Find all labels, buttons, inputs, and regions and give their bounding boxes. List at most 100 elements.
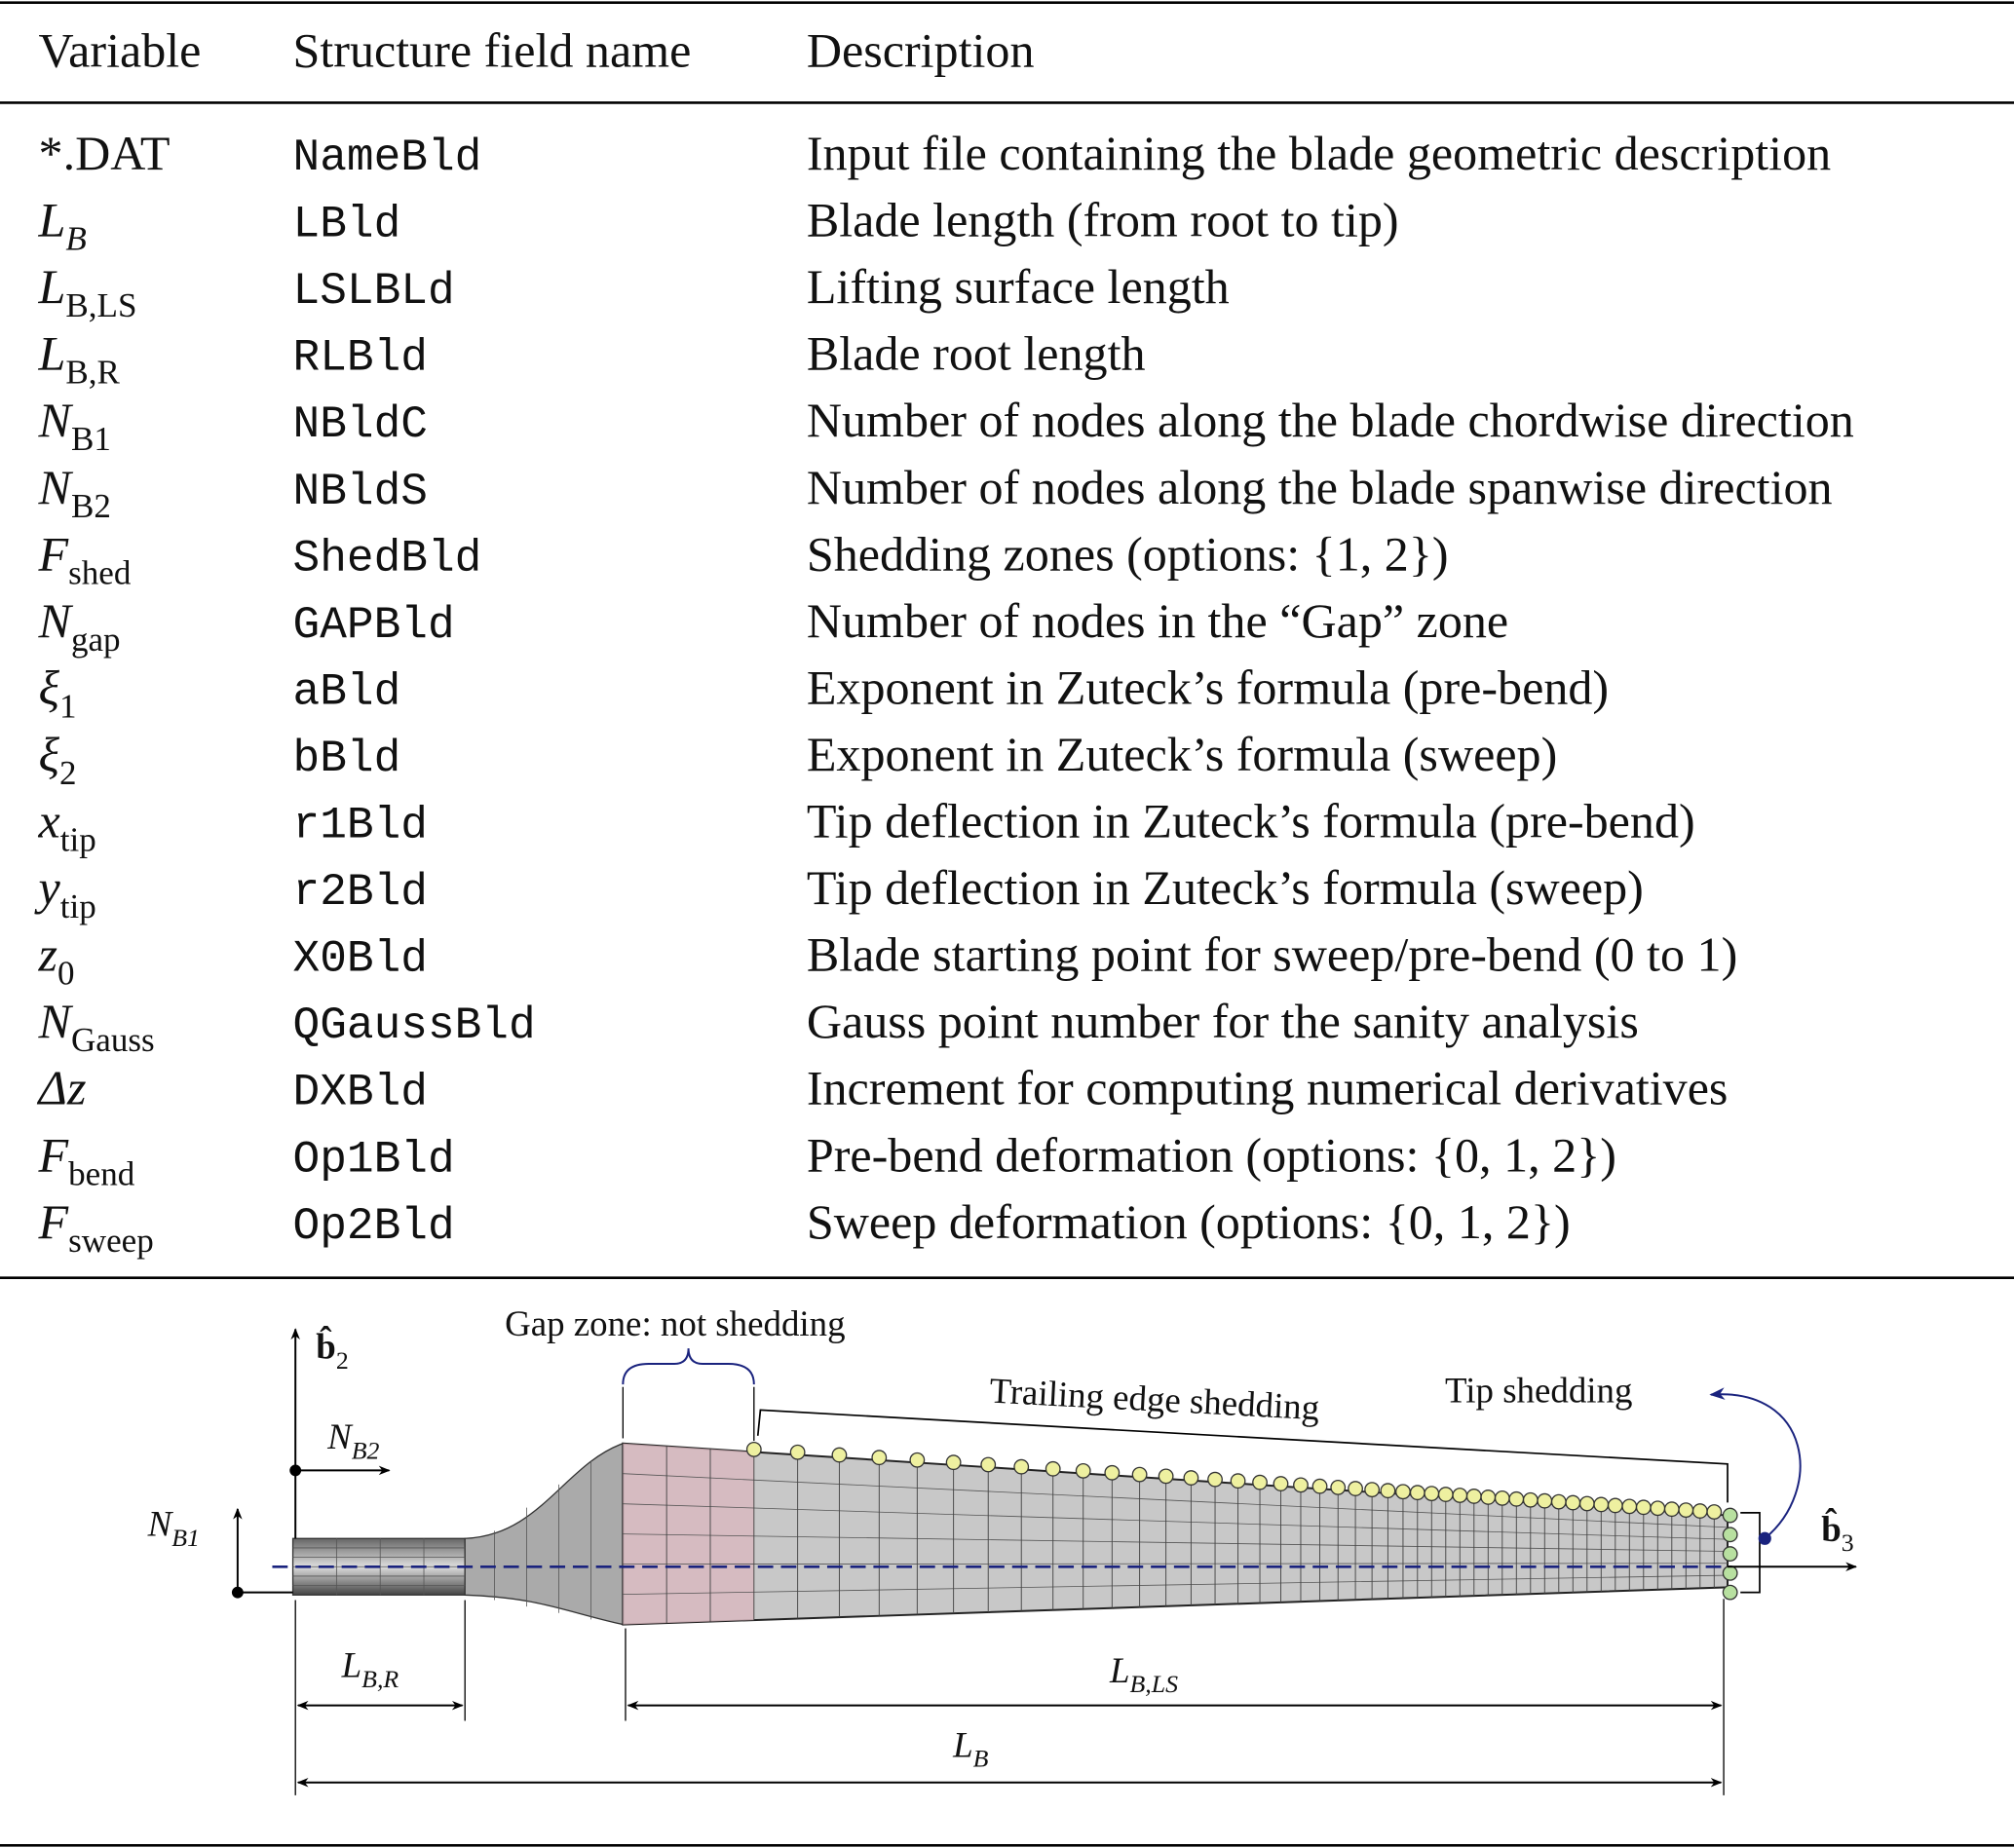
gap-zone <box>623 1443 754 1625</box>
symbol-base: F <box>38 1127 69 1182</box>
field-name: aBld <box>293 666 401 717</box>
description: Shedding zones (options: {1, 2}) <box>807 526 1449 581</box>
shedding-node <box>1364 1482 1381 1498</box>
symbol: ytip <box>34 860 96 925</box>
description: Increment for computing numerical deriva… <box>807 1061 1729 1115</box>
symbol-sub: bend <box>68 1154 135 1192</box>
tip-label: Tip shedding <box>1445 1371 1632 1411</box>
shedding-node <box>1207 1471 1223 1488</box>
symbol: LB,LS <box>38 259 137 324</box>
symbol-sub: B1 <box>71 420 111 458</box>
shedding-node <box>1522 1491 1539 1508</box>
shedding-node <box>1380 1483 1396 1499</box>
shedding-node <box>1330 1479 1347 1495</box>
field-name: Op2Bld <box>293 1201 455 1252</box>
symbol-sub: B,R <box>361 1665 399 1693</box>
description: Input file containing the blade geometri… <box>807 126 1831 180</box>
shedding-node <box>1706 1504 1723 1520</box>
description: Exponent in Zuteck’s formula (sweep) <box>807 727 1557 781</box>
shedding-node <box>1273 1476 1289 1491</box>
field-name: r2Bld <box>293 867 428 918</box>
symbol-sub: gap <box>71 621 121 659</box>
mesh-line <box>623 1503 1729 1540</box>
shedding-node <box>1537 1492 1553 1509</box>
symbol-base: N <box>38 994 74 1048</box>
symbol-base: b̂ <box>316 1326 336 1367</box>
shedding-node <box>1621 1498 1638 1515</box>
shedding-node <box>1635 1499 1652 1516</box>
shedding-node <box>1578 1495 1595 1512</box>
shedding-node <box>909 1452 926 1468</box>
description: Lifting surface length <box>807 259 1230 314</box>
shedding-node <box>1508 1490 1525 1507</box>
description: Pre-bend deformation (options: {0, 1, 2}… <box>807 1127 1616 1182</box>
symbol: *.DAT <box>39 126 171 180</box>
symbol-sub: B,R <box>65 354 120 392</box>
symbol: Fbend <box>38 1127 135 1192</box>
symbol: LB <box>952 1724 989 1772</box>
symbol-base: Δz <box>37 1061 87 1115</box>
symbol: ξ2 <box>39 727 77 792</box>
field-name: GAPBld <box>293 600 455 651</box>
symbol-sub: B2 <box>352 1436 380 1464</box>
field-name: QGaussBld <box>293 1000 536 1051</box>
shedding-node <box>1183 1470 1199 1486</box>
shedding-node <box>1663 1501 1680 1518</box>
shedding-node <box>1593 1496 1610 1513</box>
shedding-node <box>1395 1484 1411 1500</box>
symbol-sub: sweep <box>68 1222 154 1260</box>
shedding-node <box>1045 1460 1061 1477</box>
symbol-sub: 1 <box>59 687 77 725</box>
shedding-node <box>1437 1487 1454 1502</box>
symbol-sub: tip <box>60 821 96 859</box>
mesh-line <box>623 1574 1729 1596</box>
symbol-sub: B1 <box>171 1524 200 1552</box>
shedding-node <box>1311 1478 1328 1494</box>
tip-node <box>1722 1565 1738 1581</box>
shedding-node <box>831 1447 848 1463</box>
shedding-node <box>1252 1474 1268 1490</box>
description: Blade root length <box>807 326 1146 381</box>
description: Number of nodes along the blade chordwis… <box>807 393 1854 447</box>
nb1-dot <box>231 1586 244 1599</box>
symbol-sub: tip <box>60 887 96 925</box>
symbol-sub: B <box>973 1745 989 1773</box>
symbol: b̂2 <box>316 1326 348 1376</box>
trailing-bracket <box>756 1409 1729 1503</box>
symbol: NB2 <box>326 1416 379 1464</box>
origin-dot <box>289 1464 302 1477</box>
shedding-node <box>1424 1486 1440 1502</box>
symbol: ξ1 <box>39 660 77 725</box>
symbol-base: L <box>1109 1650 1130 1690</box>
symbol-base: L <box>38 326 66 381</box>
tip-node <box>1722 1584 1738 1601</box>
symbol-sub: 2 <box>59 754 77 792</box>
shedding-node <box>1409 1485 1425 1501</box>
field-name: NBldS <box>293 467 428 517</box>
symbol-base: L <box>38 193 66 247</box>
symbol-base: ξ <box>39 660 60 714</box>
symbol: Fshed <box>38 526 132 591</box>
mesh-line <box>623 1533 1729 1552</box>
symbol-base: z <box>38 927 58 982</box>
shedding-node <box>1230 1473 1246 1490</box>
shedding-node <box>1650 1500 1666 1517</box>
column-header: Variable <box>39 23 202 78</box>
symbol-base: L <box>341 1645 362 1685</box>
symbol-sub: B <box>65 220 86 258</box>
field-name: NameBld <box>293 132 482 183</box>
description: Tip deflection in Zuteck’s formula (pre-… <box>807 794 1695 849</box>
symbol: z0 <box>38 927 75 993</box>
symbol: Fsweep <box>38 1194 154 1260</box>
shedding-node <box>1104 1464 1121 1481</box>
description: Sweep deformation (options: {0, 1, 2}) <box>807 1194 1571 1249</box>
shedding-node <box>1075 1462 1091 1479</box>
symbol-base: N <box>38 460 74 514</box>
tip-node <box>1722 1546 1738 1563</box>
shedding-node <box>1678 1502 1694 1519</box>
symbol-base: N <box>326 1416 354 1456</box>
symbol: LB <box>38 193 87 258</box>
field-name: X0Bld <box>293 934 428 985</box>
symbol-sub: 2 <box>336 1346 349 1375</box>
description: Number of nodes along the blade spanwise… <box>807 460 1833 514</box>
